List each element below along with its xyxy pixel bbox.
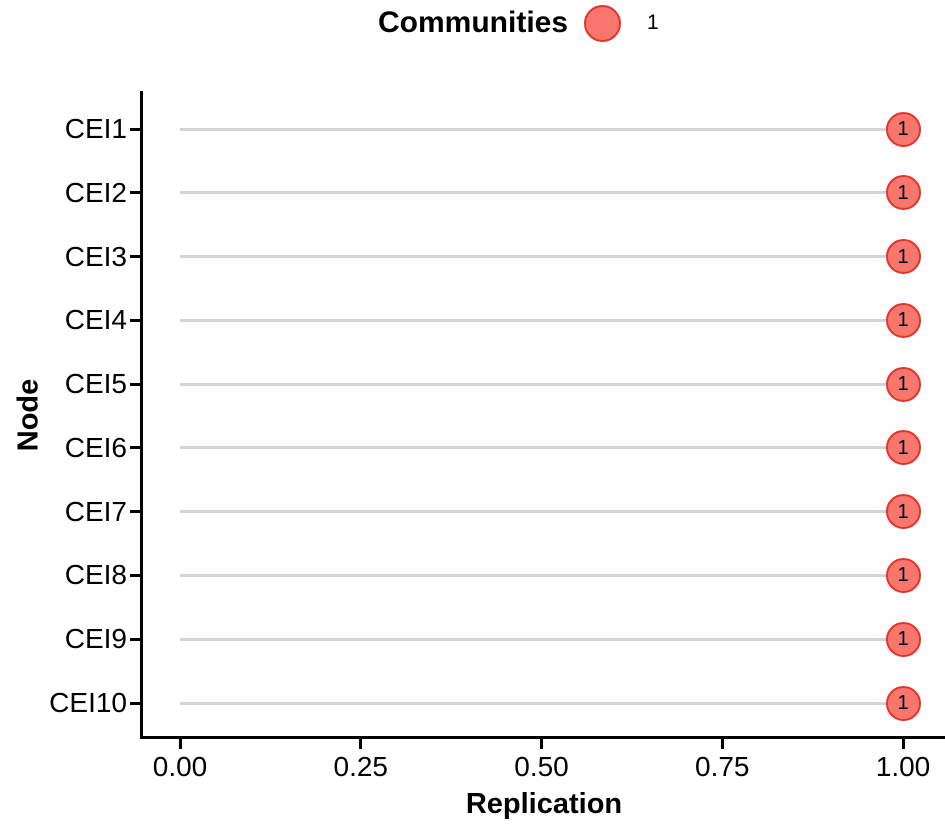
legend-circle-icon — [584, 4, 622, 42]
lollipop-stem — [180, 637, 903, 641]
y-axis-label: CEI8 — [64, 559, 127, 591]
lollipop-stem — [180, 255, 903, 259]
data-point: 1 — [885, 494, 921, 530]
x-axis-tick — [359, 739, 363, 749]
y-axis-tick — [130, 573, 141, 577]
legend-item-label: 1 — [647, 11, 659, 34]
x-axis-label: 0.25 — [333, 751, 389, 782]
x-axis-label: 1.00 — [875, 751, 931, 782]
y-axis-tick — [130, 382, 141, 386]
y-axis-label: CEI1 — [64, 113, 127, 144]
x-axis-label: 0.50 — [514, 751, 569, 782]
lollipop-stem — [180, 510, 903, 514]
x-axis-tick — [540, 739, 543, 749]
data-point: 1 — [885, 111, 921, 147]
x-axis-line — [140, 736, 945, 739]
lollipop-stem — [180, 318, 903, 322]
legend: Communities 1 — [378, 2, 659, 44]
y-axis-label: CEI2 — [64, 176, 127, 208]
data-point: 1 — [885, 302, 921, 338]
y-axis-label: CEI4 — [64, 304, 127, 336]
y-axis-tick — [130, 318, 141, 322]
lollipop-stem — [180, 191, 903, 195]
data-point: 1 — [885, 430, 921, 466]
lollipop-stem — [180, 127, 903, 131]
x-axis-tick — [178, 739, 182, 749]
y-axis-tick — [130, 637, 141, 641]
y-axis-label: CEI3 — [64, 240, 127, 272]
x-axis-title: Replication — [465, 788, 623, 820]
y-axis-tick — [130, 127, 141, 131]
x-axis-label: 0.00 — [152, 751, 208, 782]
y-axis-line — [140, 91, 143, 738]
data-point: 1 — [885, 175, 921, 211]
data-point: 1 — [885, 557, 921, 593]
lollipop-stem — [180, 573, 903, 577]
data-point: 1 — [885, 366, 921, 402]
y-axis-label: CEI6 — [64, 431, 127, 463]
data-point: 1 — [885, 685, 921, 721]
x-axis-label: 0.75 — [695, 751, 750, 782]
y-axis-tick — [130, 701, 141, 705]
y-axis-label: CEI10 — [49, 687, 127, 718]
y-axis-tick — [130, 510, 141, 514]
y-axis-label: CEI7 — [64, 495, 127, 527]
legend-title: Communities — [378, 6, 569, 39]
lollipop-stem — [180, 701, 903, 705]
y-axis-label: CEI9 — [64, 623, 127, 655]
lollipop-stem — [180, 382, 903, 386]
data-point: 1 — [885, 621, 921, 657]
y-axis-tick — [130, 191, 141, 195]
y-axis-tick — [130, 446, 141, 450]
lollipop-stem — [180, 446, 903, 450]
data-point: 1 — [885, 239, 921, 275]
x-axis-tick — [720, 739, 724, 749]
x-axis-tick — [901, 739, 905, 749]
y-axis-tick — [130, 255, 141, 259]
y-axis-label: CEI5 — [64, 368, 127, 400]
